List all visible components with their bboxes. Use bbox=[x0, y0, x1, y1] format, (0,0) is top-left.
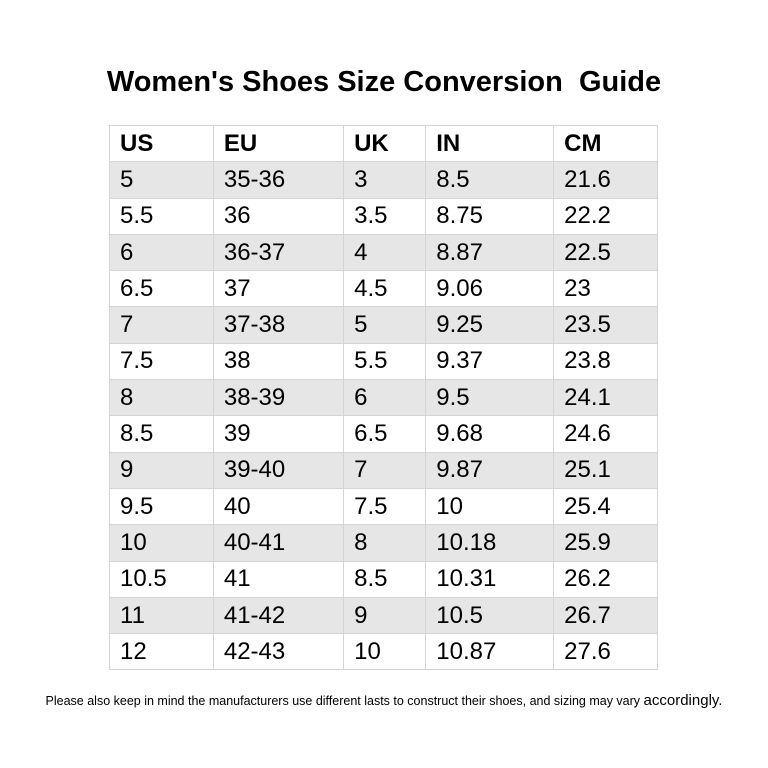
cell-eu: 38-39 bbox=[212, 379, 345, 417]
cell-cm: 25.4 bbox=[553, 487, 658, 526]
cell-cm: 26.2 bbox=[553, 560, 658, 598]
cell-uk: 10 bbox=[343, 633, 427, 671]
cell-us: 8.5 bbox=[109, 415, 214, 453]
table-row: 7.5 38 5.5 9.37 23.8 bbox=[109, 342, 658, 381]
cell-us: 11 bbox=[109, 596, 214, 635]
cell-uk: 4.5 bbox=[343, 270, 427, 308]
cell-uk: 5 bbox=[343, 306, 427, 344]
table-row: 9.5 40 7.5 10 25.4 bbox=[109, 487, 658, 526]
cell-us: 10.5 bbox=[109, 560, 214, 598]
cell-eu: 39 bbox=[212, 415, 345, 453]
cell-us: 9.5 bbox=[109, 487, 214, 526]
cell-in: 10.18 bbox=[425, 524, 555, 562]
cell-eu: 40-41 bbox=[212, 524, 345, 562]
table-row: 5.5 36 3.5 8.75 22.2 bbox=[109, 197, 658, 235]
cell-eu: 37-38 bbox=[212, 306, 345, 344]
cell-cm: 25.1 bbox=[553, 451, 658, 489]
cell-us: 8 bbox=[109, 379, 214, 417]
cell-in: 10.87 bbox=[425, 633, 555, 671]
column-header-us: US bbox=[109, 124, 214, 163]
cell-eu: 35-36 bbox=[212, 161, 345, 199]
table-row: 6.5 37 4.5 9.06 23 bbox=[109, 270, 658, 308]
cell-in: 9.06 bbox=[425, 270, 555, 308]
table-row: 7 37-38 5 9.25 23.5 bbox=[109, 306, 658, 344]
cell-eu: 37 bbox=[212, 270, 345, 308]
cell-uk: 8 bbox=[343, 524, 427, 562]
cell-eu: 41-42 bbox=[212, 596, 345, 635]
note-text: Please also keep in mind the manufacture… bbox=[45, 694, 644, 708]
cell-uk: 5.5 bbox=[343, 342, 427, 381]
cell-in: 8.87 bbox=[425, 233, 555, 272]
cell-cm: 22.5 bbox=[553, 233, 658, 272]
cell-uk: 9 bbox=[343, 596, 427, 635]
sizing-note: Please also keep in mind the manufacture… bbox=[0, 692, 768, 709]
table-row: 8.5 39 6.5 9.68 24.6 bbox=[109, 415, 658, 453]
cell-us: 7 bbox=[109, 306, 214, 344]
cell-in: 9.5 bbox=[425, 379, 555, 417]
cell-cm: 22.2 bbox=[553, 197, 658, 235]
cell-cm: 23.5 bbox=[553, 306, 658, 344]
cell-eu: 36 bbox=[212, 197, 345, 235]
cell-us: 10 bbox=[109, 524, 214, 562]
cell-in: 8.5 bbox=[425, 161, 555, 199]
table-row: 10.5 41 8.5 10.31 26.2 bbox=[109, 560, 658, 598]
cell-in: 10.31 bbox=[425, 560, 555, 598]
cell-cm: 24.1 bbox=[553, 379, 658, 417]
cell-uk: 4 bbox=[343, 233, 427, 272]
cell-eu: 39-40 bbox=[212, 451, 345, 489]
cell-cm: 25.9 bbox=[553, 524, 658, 562]
table-row: 6 36-37 4 8.87 22.5 bbox=[109, 233, 658, 272]
cell-us: 6.5 bbox=[109, 270, 214, 308]
page-title: Women's Shoes Size Conversion Guide bbox=[106, 66, 662, 98]
cell-in: 9.87 bbox=[425, 451, 555, 489]
cell-eu: 40 bbox=[212, 487, 345, 526]
cell-cm: 21.6 bbox=[553, 161, 658, 199]
cell-us: 5 bbox=[109, 161, 214, 199]
cell-uk: 7 bbox=[343, 451, 427, 489]
cell-cm: 23.8 bbox=[553, 342, 658, 381]
table-row: 5 35-36 3 8.5 21.6 bbox=[109, 161, 658, 199]
cell-eu: 41 bbox=[212, 560, 345, 598]
cell-uk: 3 bbox=[343, 161, 427, 199]
table-row: 8 38-39 6 9.5 24.1 bbox=[109, 379, 658, 417]
cell-us: 7.5 bbox=[109, 342, 214, 381]
table-row: 9 39-40 7 9.87 25.1 bbox=[109, 451, 658, 489]
cell-cm: 24.6 bbox=[553, 415, 658, 453]
cell-cm: 27.6 bbox=[553, 633, 658, 671]
table-row: 10 40-41 8 10.18 25.9 bbox=[109, 524, 658, 562]
cell-in: 10 bbox=[425, 487, 555, 526]
cell-uk: 3.5 bbox=[343, 197, 427, 235]
table-header-row: US EU UK IN CM bbox=[109, 124, 658, 163]
cell-cm: 23 bbox=[553, 270, 658, 308]
cell-us: 5.5 bbox=[109, 197, 214, 235]
cell-us: 9 bbox=[109, 451, 214, 489]
note-last-word: accordingly. bbox=[643, 692, 723, 709]
cell-in: 8.75 bbox=[425, 197, 555, 235]
size-conversion-table: US EU UK IN CM 5 35-36 3 8.5 21.6 5.5 36 3.5 8.75 22.… bbox=[109, 124, 658, 671]
cell-us: 6 bbox=[109, 233, 214, 272]
column-header-in: IN bbox=[425, 124, 555, 163]
cell-uk: 7.5 bbox=[343, 487, 427, 526]
cell-cm: 26.7 bbox=[553, 596, 658, 635]
cell-uk: 8.5 bbox=[343, 560, 427, 598]
cell-eu: 38 bbox=[212, 342, 345, 381]
table-row: 11 41-42 9 10.5 26.7 bbox=[109, 596, 658, 635]
cell-in: 9.37 bbox=[425, 342, 555, 381]
cell-in: 10.5 bbox=[425, 596, 555, 635]
table-row: 12 42-43 10 10.87 27.6 bbox=[109, 633, 658, 671]
cell-uk: 6.5 bbox=[343, 415, 427, 453]
cell-us: 12 bbox=[109, 633, 214, 671]
cell-eu: 42-43 bbox=[212, 633, 345, 671]
column-header-eu: EU bbox=[212, 124, 345, 163]
column-header-cm: CM bbox=[553, 124, 658, 163]
cell-eu: 36-37 bbox=[212, 233, 345, 272]
cell-uk: 6 bbox=[343, 379, 427, 417]
column-header-uk: UK bbox=[343, 124, 427, 163]
cell-in: 9.68 bbox=[425, 415, 555, 453]
cell-in: 9.25 bbox=[425, 306, 555, 344]
